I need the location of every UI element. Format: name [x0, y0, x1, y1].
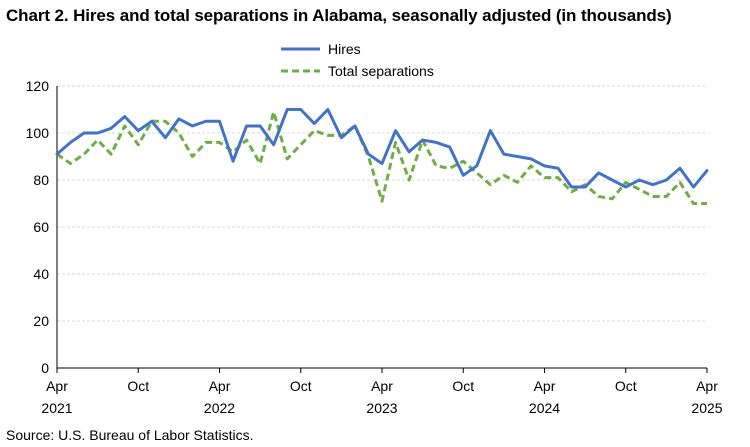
x-tick-label-month: Oct [290, 378, 312, 394]
legend-label-hires: Hires [328, 41, 361, 57]
chart-title: Chart 2. Hires and total separations in … [6, 6, 672, 25]
y-tick-label: 60 [33, 219, 49, 235]
x-tick-label-month: Oct [127, 378, 149, 394]
y-tick-label: 20 [33, 313, 49, 329]
y-tick-labels: 0 20 40 60 80 100 120 [26, 78, 50, 376]
x-tick-label-year: 2022 [204, 400, 235, 416]
y-tick-label: 120 [26, 78, 50, 94]
x-tick-label-month: Apr [209, 378, 231, 394]
x-tick-label-month: Apr [371, 378, 393, 394]
y-tick-label: 40 [33, 266, 49, 282]
series-line-total-separations [56, 110, 707, 205]
x-tick-label-month: Oct [615, 378, 637, 394]
x-tick-label-month: Oct [452, 378, 474, 394]
x-tick-label-year: 2025 [691, 400, 722, 416]
series-lines [55, 108, 709, 205]
x-tick-label-year: 2023 [366, 400, 397, 416]
x-tick-label-year: 2024 [529, 400, 560, 416]
source-note: Source: U.S. Bureau of Labor Statistics. [6, 427, 254, 443]
series-line-hires [55, 108, 709, 189]
y-tick-label: 0 [41, 360, 49, 376]
y-tick-label: 80 [33, 172, 49, 188]
gridlines [57, 85, 707, 322]
legend: Hires Total separations [281, 41, 434, 79]
y-tick-label: 100 [26, 125, 50, 141]
x-tick-labels: Apr 2021 Oct Apr 2022 Oct Apr 2023 Oct Apr 2024 Oct… [41, 378, 722, 416]
x-tick-label-month: Apr [46, 378, 68, 394]
x-tick-label-month: Apr [696, 378, 718, 394]
legend-label-total-separations: Total separations [328, 63, 434, 79]
x-tick-label-year: 2021 [41, 400, 72, 416]
axes [56, 86, 708, 373]
x-tick-label-month: Apr [534, 378, 556, 394]
